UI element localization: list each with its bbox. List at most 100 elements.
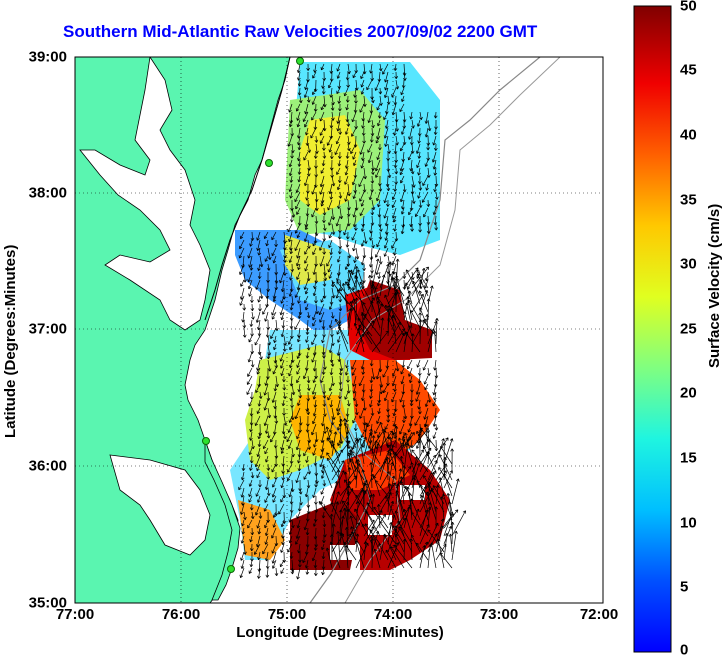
velocity-arrow (312, 247, 317, 255)
velocity-arrow (344, 263, 349, 270)
velocity-arrow (410, 534, 421, 553)
velocity-arrow (256, 231, 261, 241)
velocity-arrow (303, 87, 309, 98)
velocity-arrow (318, 239, 325, 251)
velocity-arrow (337, 159, 342, 167)
velocity-arrow (313, 543, 318, 551)
velocity-arrow (402, 71, 407, 81)
velocity-arrow (369, 359, 374, 367)
velocity-arrow (280, 311, 285, 321)
velocity-arrow (416, 480, 429, 497)
velocity-arrow (400, 223, 405, 235)
velocity-arrow (352, 375, 357, 387)
velocity-arrow (346, 79, 350, 88)
velocity-arrow (401, 79, 406, 89)
velocity-arrow (239, 263, 245, 275)
velocity-arrow (433, 167, 438, 176)
velocity-arrow (416, 430, 429, 457)
velocity-arrow (288, 527, 293, 535)
velocity-arrow (288, 231, 293, 243)
velocity-arrow (399, 476, 405, 505)
velocity-arrow (306, 199, 311, 207)
velocity-arrow (401, 359, 406, 368)
velocity-arrow (408, 367, 413, 377)
velocity-arrow (331, 491, 340, 513)
velocity-arrow (257, 567, 261, 579)
velocity-arrow (319, 255, 325, 267)
velocity-arrow (296, 135, 301, 146)
velocity-arrow (320, 199, 325, 207)
velocity-arrow (286, 471, 293, 482)
velocity-arrow (426, 143, 430, 151)
velocity-arrow (371, 303, 383, 329)
velocity-arrow (361, 311, 381, 337)
velocity-arrow (344, 167, 349, 176)
velocity-arrow (338, 295, 343, 303)
velocity-arrow (397, 520, 413, 545)
velocity-arrow (274, 567, 279, 577)
velocity-arrow (353, 183, 358, 193)
velocity-arrow (304, 303, 309, 311)
velocity-arrow (386, 415, 391, 423)
velocity-arrow (347, 63, 351, 75)
velocity-arrow (279, 351, 285, 362)
velocity-arrow (281, 399, 286, 407)
velocity-arrow (354, 223, 358, 231)
velocity-arrow (298, 391, 303, 399)
velocity-arrow (369, 135, 374, 143)
velocity-arrow (248, 479, 253, 487)
velocity-arrow (346, 215, 351, 227)
velocity-arrow (359, 143, 365, 155)
velocity-arrow (264, 447, 269, 455)
velocity-arrow (386, 199, 390, 207)
velocity-arrow (273, 383, 278, 392)
velocity-arrow (255, 383, 261, 393)
velocity-arrow (395, 79, 400, 90)
velocity-arrow (287, 135, 293, 147)
velocity-arrow (321, 79, 325, 89)
velocity-arrow (321, 543, 325, 551)
velocity-arrow (314, 567, 318, 577)
velocity-arrow (343, 422, 357, 449)
velocity-arrow (355, 494, 373, 521)
velocity-arrow (320, 487, 325, 495)
velocity-arrow (363, 526, 375, 545)
velocity-arrow (249, 423, 253, 433)
velocity-arrow (322, 519, 327, 528)
velocity-arrow (320, 295, 325, 303)
velocity-arrow (336, 167, 341, 175)
velocity-arrow (331, 449, 343, 473)
velocity-arrow (345, 71, 350, 81)
velocity-arrow (450, 521, 455, 545)
velocity-arrow (430, 487, 445, 513)
velocity-arrow (280, 447, 285, 454)
velocity-arrow (240, 551, 245, 561)
velocity-arrow (349, 515, 357, 537)
velocity-arrow (298, 95, 303, 104)
velocity-arrow (387, 271, 395, 297)
velocity-arrow (312, 263, 317, 275)
velocity-arrow (264, 479, 269, 490)
velocity-arrow (304, 247, 309, 255)
velocity-arrow (347, 307, 354, 337)
velocity-arrow (266, 351, 271, 360)
velocity-arrow (266, 463, 271, 471)
velocity-arrow (378, 87, 383, 95)
velocity-arrow (251, 439, 255, 450)
coastline-delmarva (204, 57, 291, 321)
velocity-arrow (241, 519, 245, 527)
velocity-arrow (379, 460, 387, 481)
velocity-arrow (336, 63, 341, 72)
velocity-arrow (379, 521, 397, 545)
velocity-arrow (271, 487, 277, 498)
velocity-arrow (352, 207, 357, 218)
velocity-arrow (294, 287, 301, 298)
velocity-arrow (424, 399, 429, 407)
radar-site-marker (296, 57, 304, 65)
velocity-arrow (354, 399, 359, 407)
velocity-arrow (394, 510, 405, 537)
velocity-arrow (264, 255, 269, 262)
velocity-arrow (240, 559, 245, 569)
velocity-arrow (295, 439, 301, 451)
